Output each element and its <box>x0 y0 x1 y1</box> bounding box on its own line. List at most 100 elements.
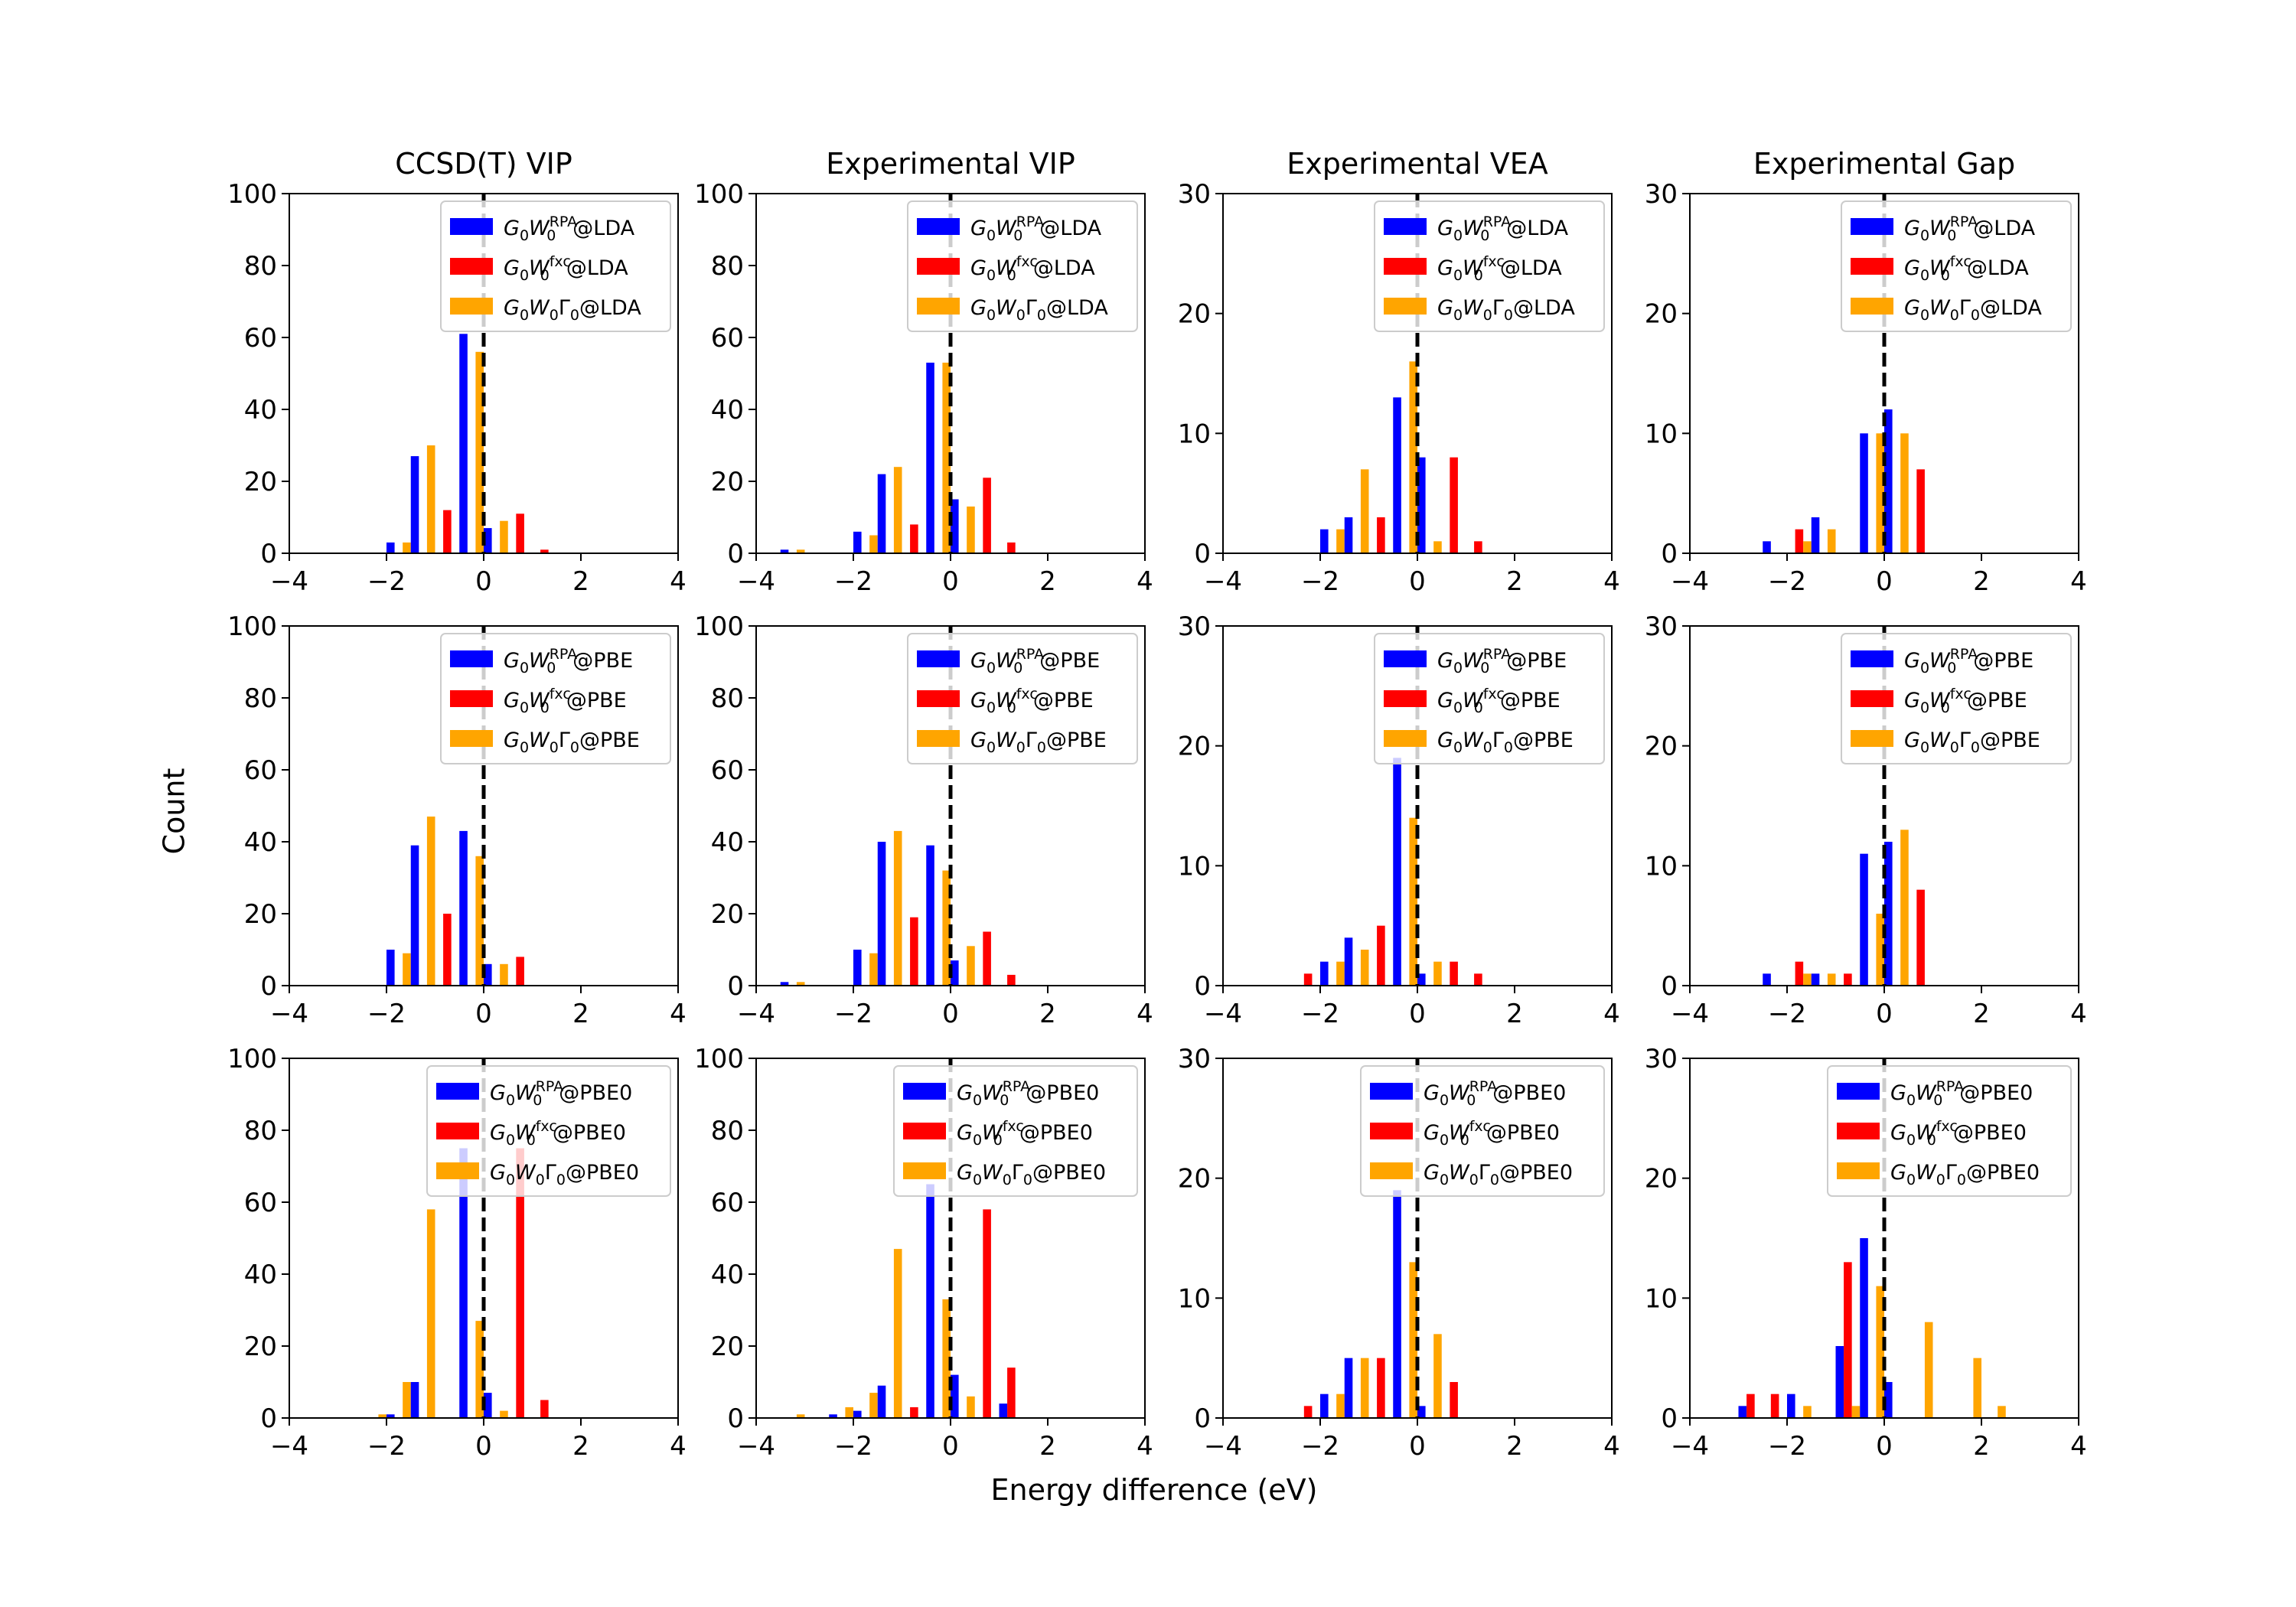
x-tick-label: 2 <box>1039 999 1056 1029</box>
bar-fxc <box>1450 961 1458 986</box>
bar-gamma <box>1998 1406 2006 1418</box>
bar-fxc <box>983 931 991 986</box>
x-tick-label: 2 <box>1039 566 1056 597</box>
bar-gamma <box>1336 1393 1345 1418</box>
bar-fxc <box>1916 469 1925 553</box>
bar-rpa <box>1344 1358 1353 1418</box>
bar-fxc <box>1007 1367 1016 1418</box>
y-axis-title: Count <box>158 768 191 855</box>
x-tick-label: −4 <box>737 1431 775 1462</box>
panel-r0-c1: Experimental VIP−4 −2 0 2 4020406080100G0WRP… <box>694 147 1153 597</box>
legend: G0WRPA 0 @PBE G0Wfxc 0 @PBE G0W0Γ0@PBE <box>1841 633 2072 764</box>
legend-label-fxc: G0Wfxc 0 @LDA <box>970 253 1095 284</box>
bar-gamma <box>403 953 411 986</box>
x-tick-label: 2 <box>1506 1431 1523 1462</box>
bar-fxc <box>910 1407 918 1418</box>
x-tick-label: 0 <box>1876 999 1893 1029</box>
bar-fxc <box>1007 542 1016 553</box>
bar-fxc <box>983 478 991 553</box>
bar-rpa <box>1393 758 1401 986</box>
bar-gamma <box>1803 541 1812 553</box>
bar-gamma <box>967 1396 975 1418</box>
y-tick-label: 20 <box>244 899 277 930</box>
bar-gamma <box>500 1410 508 1418</box>
legend: G0WRPA 0 @PBE G0Wfxc 0 @PBE G0W0Γ0@PBE <box>1374 633 1605 764</box>
bar-gamma <box>1336 529 1345 553</box>
x-tick-label: 4 <box>2070 566 2087 597</box>
legend-label-rpa: G0WRPA 0 @PBE0 <box>490 1078 632 1109</box>
y-tick-label: 20 <box>1645 299 1678 330</box>
y-tick-label: 60 <box>244 1188 277 1218</box>
legend-label-gamma: G0W0Γ0@PBE <box>1904 729 2040 756</box>
legend-swatch-fxc <box>917 258 960 275</box>
legend-swatch-gamma <box>1384 730 1427 747</box>
bar-gamma <box>942 1299 951 1418</box>
bar-fxc <box>443 914 452 986</box>
bar-fxc <box>910 524 918 553</box>
legend-label-gamma: G0W0Γ0@LDA <box>504 296 641 324</box>
y-tick-label: 0 <box>1661 1403 1678 1434</box>
column-title: CCSD(T) VIP <box>395 147 572 181</box>
legend-label-fxc: G0Wfxc 0 @LDA <box>1904 253 2029 284</box>
bar-rpa <box>386 950 395 986</box>
bar-gamma <box>500 963 508 986</box>
legend-swatch-fxc <box>1851 690 1893 707</box>
x-tick-label: 2 <box>572 999 589 1029</box>
bar-rpa <box>877 1385 886 1418</box>
x-tick-label: 0 <box>1409 566 1426 597</box>
y-tick-label: 0 <box>1661 539 1678 569</box>
bar-fxc <box>1303 1406 1313 1418</box>
bar-gamma <box>426 1209 435 1418</box>
legend-label-rpa: G0WRPA 0 @LDA <box>1437 214 1569 244</box>
bar-rpa <box>484 963 492 986</box>
legend-label-fxc: G0Wfxc 0 @PBE <box>1437 686 1561 716</box>
bar-rpa <box>926 1184 934 1418</box>
legend-box <box>1841 633 2072 764</box>
y-tick-label: 10 <box>1645 851 1678 882</box>
bar-rpa <box>853 950 862 986</box>
y-tick-label: 10 <box>1178 1283 1211 1314</box>
bar-fxc <box>983 1209 991 1418</box>
legend-label-rpa: G0WRPA 0 @PBE <box>504 646 633 676</box>
column-title: Experimental VEA <box>1287 147 1548 181</box>
y-tick-label: 0 <box>1194 539 1211 569</box>
x-tick-label: −4 <box>1671 999 1709 1029</box>
legend-swatch-rpa <box>917 650 960 667</box>
legend-swatch-rpa <box>917 218 960 235</box>
bar-gamma <box>869 535 878 553</box>
bar-rpa <box>1417 457 1426 553</box>
y-tick-label: 30 <box>1178 179 1211 210</box>
x-tick-label: 0 <box>1876 1431 1893 1462</box>
x-tick-label: 4 <box>2070 999 2087 1029</box>
bar-rpa <box>1320 961 1329 986</box>
x-tick-label: 4 <box>670 1431 687 1462</box>
bar-fxc <box>1916 889 1925 986</box>
legend-box <box>1360 1065 1605 1197</box>
legend-swatch-fxc <box>1370 1123 1413 1139</box>
panel-r0-c3: Experimental Gap −4 −2 0 2 4 0 10 20 30 G0WRPA 0 @LD… <box>1645 147 2087 597</box>
legend-label-rpa: G0WRPA 0 @LDA <box>1904 214 2036 244</box>
legend-box <box>426 1065 671 1197</box>
bar-rpa <box>1417 973 1426 986</box>
bar-rpa <box>410 1382 419 1418</box>
bar-rpa <box>1763 973 1771 986</box>
legend-swatch-rpa <box>1384 650 1427 667</box>
legend-swatch-gamma <box>1851 730 1893 747</box>
x-tick-label: 0 <box>942 999 959 1029</box>
y-tick-label: 0 <box>727 1403 744 1434</box>
x-tick-label: 4 <box>1137 999 1153 1029</box>
x-tick-label: 2 <box>572 566 589 597</box>
bar-fxc <box>1450 457 1458 553</box>
bar-rpa <box>1835 1346 1844 1418</box>
legend-label-fxc: G0Wfxc 0 @PBE0 <box>957 1118 1093 1149</box>
bar-gamma <box>1803 1406 1812 1418</box>
bar-gamma <box>1851 1406 1861 1418</box>
bar-gamma <box>1876 433 1884 553</box>
y-tick-label: 30 <box>1645 1044 1678 1074</box>
legend-label-rpa: G0WRPA 0 @LDA <box>970 214 1102 244</box>
y-tick-label: 20 <box>1178 1164 1211 1195</box>
legend-swatch-gamma <box>1370 1162 1413 1179</box>
bar-fxc <box>540 549 549 553</box>
